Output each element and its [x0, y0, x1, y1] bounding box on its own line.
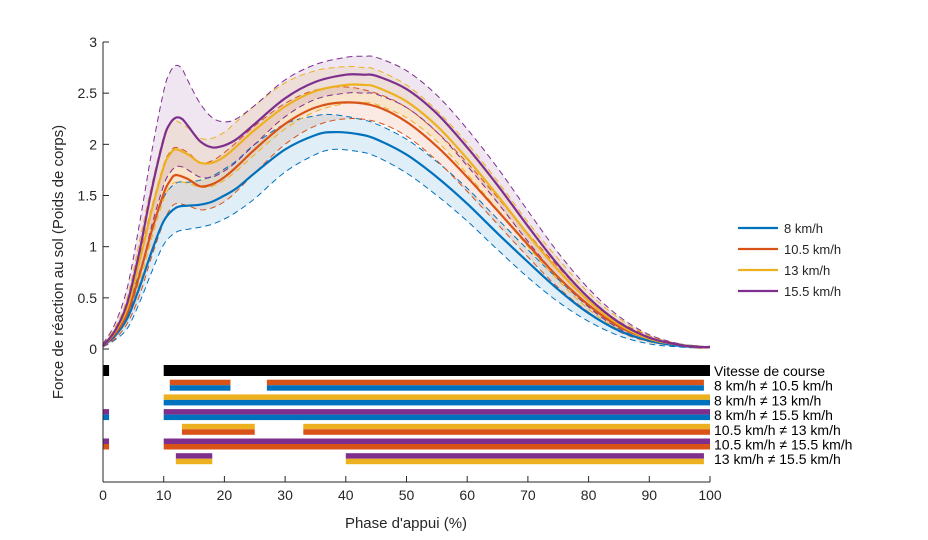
y-tick-label: 1.5 [78, 188, 98, 204]
sd-bands [103, 55, 710, 349]
mean-line-8-km-h [102, 130, 711, 349]
legend-label-10-5-km-h: 10.5 km/h [784, 242, 841, 257]
sd-band-10-5-km-h [103, 86, 710, 349]
sig-bar-5-1-top [163, 438, 710, 444]
sig-label-5: 10.5 km/h ≠ 15.5 km/h [714, 437, 852, 453]
y-tick-label: 2.5 [78, 85, 98, 101]
sig-bar-6-0-bottom [175, 458, 213, 465]
sig-bar-3-1-top [163, 409, 710, 415]
y-tick-label: 0 [89, 341, 97, 357]
x-tick-label: 90 [642, 487, 658, 503]
sig-bar-6-0-top [175, 453, 213, 459]
x-tick-label: 10 [156, 487, 172, 503]
y-axis-label: Force de réaction au sol (Poids de corps… [50, 125, 67, 399]
y-tick-label: 1 [89, 239, 97, 255]
sig-bar-1-1-top [266, 379, 704, 386]
legend-label-8-km-h: 8 km/h [784, 221, 823, 236]
x-tick-label: 100 [698, 487, 722, 503]
mean-line-13-km-h [102, 83, 711, 349]
sig-bar-1-0-bottom [169, 385, 231, 391]
sig-label-4: 10.5 km/h ≠ 13 km/h [714, 422, 841, 438]
sig-bar-6-1-top [345, 453, 704, 459]
x-tick-label: 0 [99, 487, 107, 503]
sig-bar-4-0-bottom [181, 429, 255, 435]
y-tick-label: 0.5 [78, 290, 98, 306]
sig-bar-5-0-bottom [103, 444, 110, 450]
legend-label-13-km-h: 13 km/h [784, 263, 830, 278]
sig-bar-5-0-top [103, 438, 110, 444]
sig-bar-4-0-top [181, 423, 255, 430]
sig-bar-6-1-bottom [345, 458, 704, 465]
sig-label-3: 8 km/h ≠ 15.5 km/h [714, 407, 833, 423]
legend-label-15-5-km-h: 15.5 km/h [784, 284, 841, 299]
sig-label-2: 8 km/h ≠ 13 km/h [714, 392, 821, 408]
sig-bar-1-1-bottom [266, 385, 704, 391]
sig-label-6: 13 km/h ≠ 15.5 km/h [714, 451, 841, 467]
x-tick-label: 80 [581, 487, 597, 503]
sig-bar-5-1-bottom [163, 444, 710, 450]
y-ticks: 0 0.5 1 1.5 2 2.5 3 [78, 34, 109, 357]
series-lines [102, 55, 711, 349]
sig-bar-3-0-bottom [103, 414, 110, 421]
x-tick-label: 50 [399, 487, 415, 503]
sd-lower-line-15-5-km-h [102, 92, 711, 349]
x-tick-label: 60 [459, 487, 475, 503]
sig-bar-2-0-bottom [163, 399, 710, 406]
x-tick-label: 30 [277, 487, 293, 503]
mean-line-10-5-km-h [102, 101, 711, 349]
x-tick-label: 40 [338, 487, 354, 503]
sd-lower-line-8-km-h [102, 148, 711, 349]
sig-bar-4-1-top [303, 423, 710, 430]
legend: 8 km/h 10.5 km/h 13 km/h 15.5 km/h [738, 221, 841, 299]
sig-bar-0-0 [103, 365, 110, 376]
sig-bar-3-1-bottom [163, 414, 710, 421]
x-tick-label: 20 [217, 487, 233, 503]
sig-bar-2-0-top [163, 394, 710, 400]
y-tick-label: 3 [89, 34, 97, 50]
sd-upper-line-15-5-km-h [102, 55, 711, 348]
sig-bar-0-1 [163, 365, 710, 376]
sig-bar-1-0-top [169, 379, 231, 386]
mean-line-15-5-km-h [102, 73, 711, 349]
y-tick-label: 2 [89, 136, 97, 152]
x-ticks: 0 10 20 30 40 50 60 70 80 90 100 [99, 476, 722, 503]
significance-bars [103, 365, 710, 465]
sig-label-0: Vitesse de course [714, 363, 825, 379]
sd-lower-line-13-km-h [102, 101, 711, 349]
sig-bar-4-1-bottom [303, 429, 710, 435]
x-axis-label: Phase d'appui (%) [345, 515, 467, 532]
sig-bar-3-0-top [103, 409, 110, 415]
sig-label-1: 8 km/h ≠ 10.5 km/h [714, 378, 833, 394]
x-tick-label: 70 [520, 487, 536, 503]
